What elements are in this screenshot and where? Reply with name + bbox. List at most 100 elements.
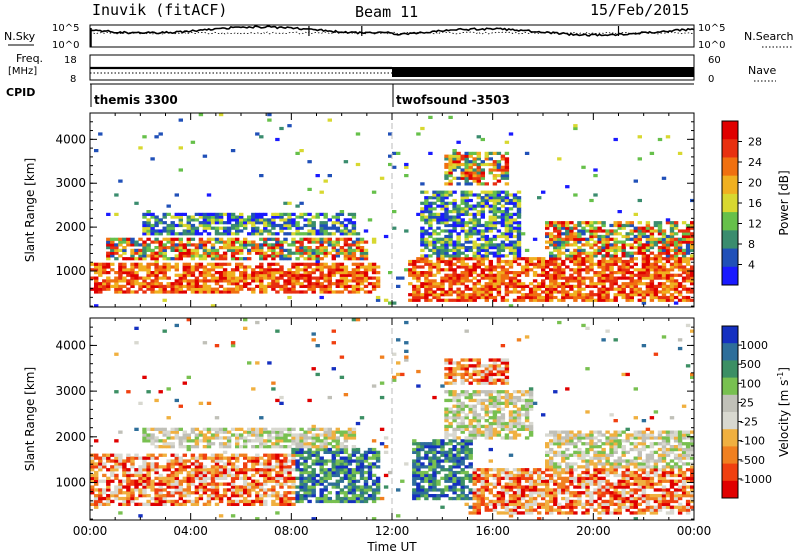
range-gate-cell (601, 282, 606, 286)
range-gate-cell (126, 459, 131, 463)
range-gate-cell (448, 439, 453, 443)
range-gate-cell (488, 268, 493, 272)
range-gate-cell (126, 240, 131, 244)
range-gate-cell (375, 271, 381, 275)
range-gate-cell (206, 268, 212, 272)
range-gate-cell (351, 473, 357, 478)
range-gate-cell (476, 254, 481, 258)
range-gate-cell (251, 439, 256, 443)
range-gate-cell (677, 151, 683, 155)
range-gate-cell (496, 265, 502, 269)
range-gate-cell (444, 262, 449, 266)
range-gate-cell (343, 279, 349, 283)
range-gate-cell (150, 226, 155, 230)
range-gate-cell (158, 491, 163, 495)
range-gate-cell (432, 196, 437, 200)
range-gate-cell (214, 416, 220, 420)
range-gate-cell (637, 157, 642, 161)
range-gate-cell (146, 268, 151, 272)
range-gate-cell (315, 479, 320, 483)
range-gate-cell (162, 442, 167, 446)
range-gate-cell (508, 201, 514, 205)
range-gate-cell (617, 268, 622, 272)
range-gate-cell (677, 246, 683, 250)
range-gate-cell (311, 271, 316, 275)
range-gate-cell (496, 179, 502, 183)
range-gate-cell (371, 496, 377, 501)
range-gate-cell (319, 276, 324, 280)
range-gate-cell (190, 456, 196, 460)
range-gate-cell (202, 491, 208, 495)
range-gate-cell (210, 427, 216, 431)
range-gate-cell (557, 221, 562, 225)
range-gate-cell (118, 488, 123, 492)
range-gate-cell (359, 491, 365, 495)
range-gate-cell (275, 223, 280, 228)
range-gate-cell (271, 494, 276, 498)
range-gate-cell (343, 254, 349, 258)
range-gate-cell (436, 488, 441, 492)
range-gate-cell (174, 427, 179, 431)
range-gate-cell (472, 168, 477, 172)
range-gate-cell (577, 240, 582, 244)
range-gate-cell (315, 439, 320, 443)
range-gate-cell (504, 287, 510, 291)
range-gate-cell (625, 293, 630, 297)
range-gate-cell (315, 257, 320, 261)
range-gate-cell (492, 210, 498, 214)
range-gate-cell (476, 193, 481, 197)
range-gate-cell (154, 282, 159, 286)
range-gate-cell (146, 282, 151, 286)
range-gate-cell (230, 427, 236, 431)
range-gate-cell (206, 279, 212, 283)
range-gate-cell (589, 254, 594, 258)
range-gate-cell (214, 221, 220, 225)
range-gate-cell (512, 251, 518, 255)
range-gate-cell (335, 442, 340, 446)
range-gate-cell (174, 284, 179, 288)
range-gate-cell (677, 243, 683, 247)
range-gate-cell (416, 284, 421, 288)
range-gate-cell (396, 361, 401, 365)
range-gate-cell (271, 226, 276, 230)
range-gate-cell (198, 496, 204, 501)
range-gate-cell (327, 442, 332, 446)
range-gate-cell (428, 442, 433, 446)
range-gate-cell (182, 430, 187, 434)
range-gate-cell (436, 204, 441, 208)
range-gate-cell (460, 459, 465, 463)
range-gate-cell (355, 494, 361, 498)
range-gate-cell (339, 433, 345, 437)
range-gate-cell (541, 273, 546, 277)
range-gate-cell (504, 168, 510, 172)
range-gate-cell (182, 290, 187, 294)
range-gate-cell (440, 384, 445, 388)
range-gate-cell (355, 447, 361, 452)
range-gate-cell (347, 243, 353, 247)
range-gate-cell (275, 212, 280, 216)
range-gate-cell (299, 254, 304, 258)
range-gate-cell (267, 473, 272, 478)
range-gate-cell (303, 494, 308, 498)
range-gate-cell (573, 268, 578, 272)
range-gate-cell (343, 485, 349, 489)
range-gate-cell (468, 248, 473, 252)
range-gate-cell (162, 273, 167, 277)
range-gate-cell (669, 287, 675, 291)
range-gate-cell (363, 485, 369, 489)
range-gate-cell (303, 488, 308, 492)
range-gate-cell (363, 254, 369, 258)
range-gate-cell (218, 473, 224, 478)
range-gate-cell (500, 259, 506, 264)
range-gate-cell (275, 502, 280, 506)
range-gate-cell (311, 488, 316, 492)
range-gate-cell (222, 257, 228, 261)
range-gate-cell (287, 212, 292, 216)
range-gate-cell (226, 221, 232, 225)
range-gate-cell (528, 290, 534, 294)
range-gate-cell (114, 468, 119, 472)
range-gate-cell (178, 494, 183, 498)
range-gate-cell (251, 462, 256, 466)
range-gate-cell (279, 226, 284, 230)
range-gate-cell (456, 162, 461, 167)
